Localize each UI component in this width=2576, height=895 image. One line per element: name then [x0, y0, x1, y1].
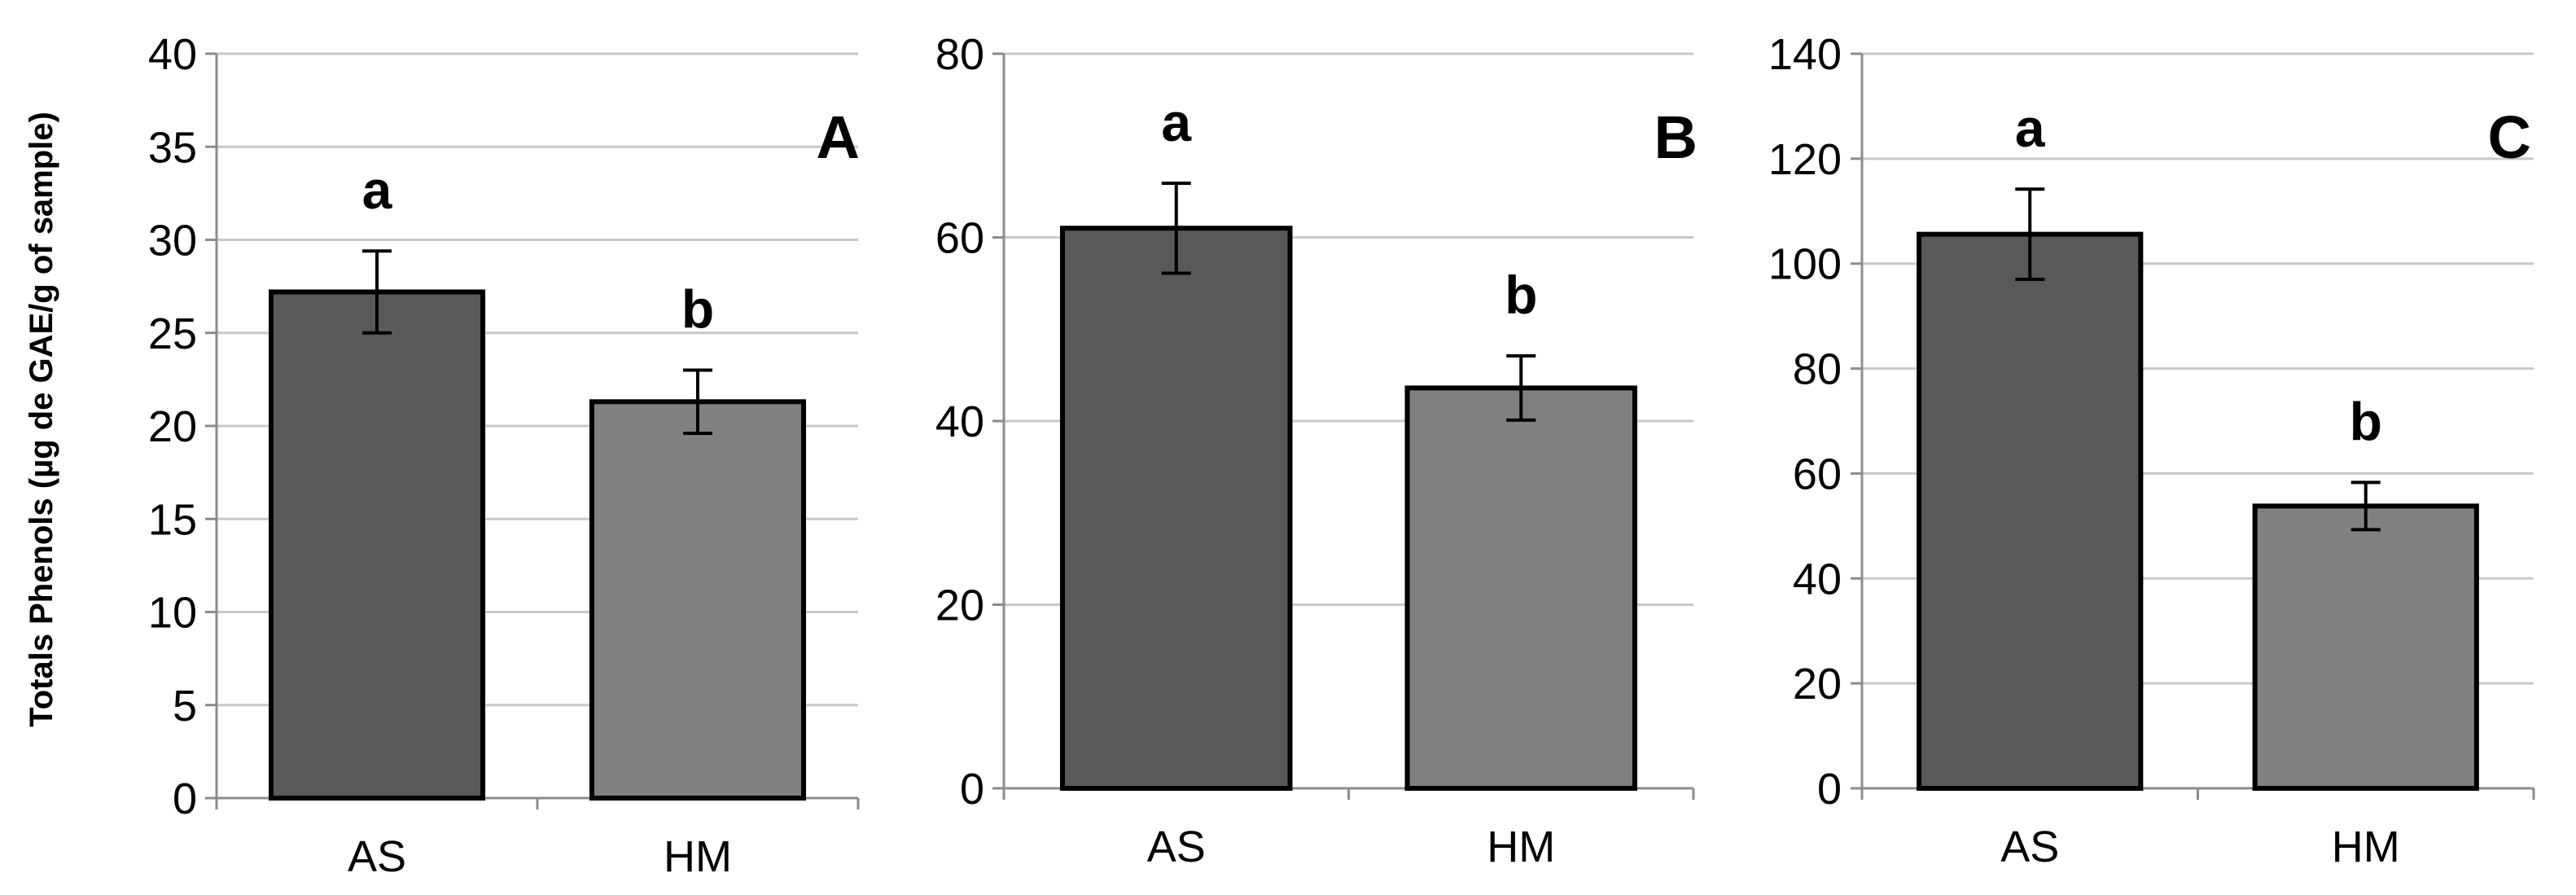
y-tick-label: 30 — [148, 217, 197, 265]
bar-hm — [1404, 385, 1638, 791]
bar-as — [1059, 226, 1293, 792]
y-tick-label: 40 — [1793, 555, 1842, 603]
x-tick-label: HM — [664, 832, 732, 881]
bar-as — [1917, 231, 2144, 791]
y-tick-label: 40 — [935, 397, 984, 446]
significance-letter: a — [1161, 92, 1192, 152]
significance-letter: a — [362, 160, 393, 220]
y-tick-label: 10 — [148, 589, 197, 638]
x-tick-label: HM — [1487, 823, 1555, 871]
significance-letter: b — [2350, 391, 2382, 451]
bar-hm — [589, 399, 807, 801]
y-tick-label: 80 — [935, 30, 984, 79]
chart-panel-b: 0 20 40 60 80 AS a HM b B — [935, 30, 1698, 871]
y-tick-label: 0 — [173, 774, 197, 823]
x-tick-label: AS — [2000, 823, 2059, 871]
bar-hm — [2252, 503, 2479, 791]
x-tick-label: AS — [348, 832, 406, 881]
y-tick-label: 20 — [1793, 660, 1842, 709]
bar-as — [268, 289, 486, 801]
panel-label: C — [2488, 103, 2531, 171]
chart-panel-a: 0 5 10 15 20 25 30 35 40 AS a HM b A — [148, 30, 860, 881]
y-tick-label: 140 — [1768, 30, 1842, 79]
y-tick-label: 120 — [1768, 135, 1842, 184]
y-tick-label: 20 — [148, 402, 197, 451]
y-tick-label: 25 — [148, 309, 197, 358]
y-axis-title: Totals Phenols (µg de GAE/g of sample) — [24, 112, 59, 727]
y-tick-label: 40 — [148, 30, 197, 79]
y-tick-label: 100 — [1768, 240, 1842, 289]
significance-letter: a — [2015, 98, 2046, 158]
y-tick-label: 15 — [148, 495, 197, 544]
y-tick-label: 80 — [1793, 345, 1842, 394]
significance-letter: b — [681, 279, 714, 339]
chart-panel-c: 0 20 40 60 80 100 120 140 AS a HM b C — [1768, 30, 2535, 871]
x-tick-label: HM — [2332, 823, 2400, 871]
panel-label: A — [817, 103, 860, 171]
y-tick-label: 60 — [935, 214, 984, 263]
y-tick-label: 35 — [148, 123, 197, 172]
y-tick-label: 20 — [935, 581, 984, 630]
y-tick-label: 5 — [173, 682, 197, 730]
x-tick-label: AS — [1147, 823, 1206, 871]
panel-label: B — [1654, 103, 1698, 171]
significance-letter: b — [1505, 265, 1537, 325]
y-tick-label: 60 — [1793, 450, 1842, 498]
y-tick-label: 0 — [960, 765, 984, 814]
y-tick-label: 0 — [1817, 765, 1842, 814]
